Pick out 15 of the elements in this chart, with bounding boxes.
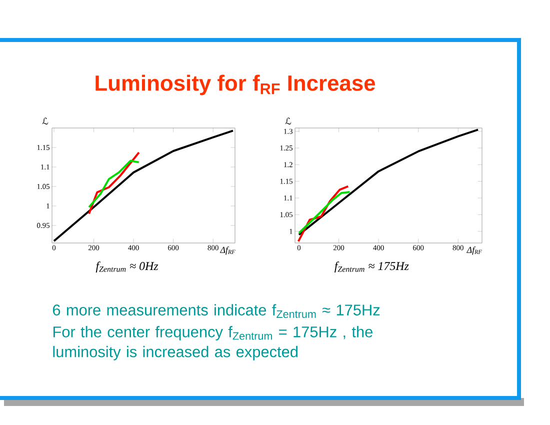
- line-series: [297, 185, 350, 242]
- line-series: [88, 160, 140, 208]
- text: f$_{Zentrum}$ ≈ 175Hz: [334, 262, 409, 273]
- line-series: [88, 152, 140, 215]
- chart-title: Luminosity for f$_{RF}$ Increase: [96, 74, 376, 96]
- text: 6 more measurements indicate f$_{Zentrum}$ ≈ 175Hz: [52, 304, 380, 318]
- line-series: [52, 130, 234, 242]
- x-axis-title: Δf$_{RF}$: [466, 246, 482, 255]
- y-axis-title: ℒ: [285, 118, 292, 124]
- line-series: [298, 128, 480, 236]
- y-axis-title: ℒ: [42, 118, 48, 124]
- x-axis-title: Δf$_{RF}$: [220, 246, 236, 255]
- line-series: [298, 191, 351, 234]
- text: f$_{Zentrum}$ ≈ 0Hz: [96, 262, 158, 273]
- text: For the center frequency f$_{Zentrum}$ = 175Hz , the luminosity is increased as expected: [53, 326, 372, 360]
